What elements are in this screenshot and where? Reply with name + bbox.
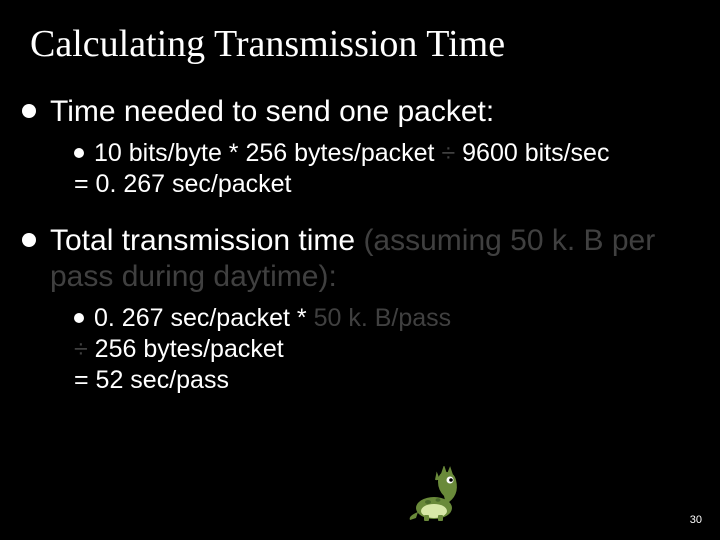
bullet-2-sub: 0. 267 sec/packet * 50 k. B/pass ÷ 256 b… <box>74 303 698 397</box>
bullet-dot-icon <box>22 104 36 118</box>
bullet-2: Total transmission time (assuming 50 k. … <box>22 223 698 295</box>
bullet-2-text: Total transmission time (assuming 50 k. … <box>50 223 698 295</box>
calc2-line1-pre: 0. 267 <box>94 304 164 332</box>
calc2-line1-mid: sec/packet * <box>164 304 314 332</box>
slide-content: Time needed to send one packet: 10 bits/… <box>0 76 720 396</box>
calc1-line1-pre: 10 <box>94 139 122 167</box>
bullet-2-text-pre: Total transmission time <box>50 224 363 257</box>
bullet-1-sub-text: 10 bits/byte * 256 bytes/packet ÷ 9600 b… <box>94 138 609 169</box>
calc2-line1-dim: 50 k. B/pass <box>314 304 452 332</box>
calc1-line1-post: 9600 bits/sec <box>455 139 609 167</box>
bullet-dot-icon <box>22 233 36 247</box>
calc1-line2: = 0. 267 sec/packet <box>74 169 698 200</box>
calc2-line3: = 52 sec/pass <box>74 365 698 396</box>
division-sign-icon: ÷ <box>74 335 88 363</box>
calc2-line2-post: 256 bytes/packet <box>88 335 284 363</box>
bullet-1: Time needed to send one packet: <box>22 94 698 130</box>
calc1-line1-mid: bits/byte * 256 bytes/packet <box>122 139 442 167</box>
bullet-1-sub: 10 bits/byte * 256 bytes/packet ÷ 9600 b… <box>74 138 698 201</box>
division-sign-icon: ÷ <box>441 139 455 167</box>
calc2-line2: ÷ 256 bytes/packet <box>74 334 698 365</box>
page-number: 30 <box>690 514 702 526</box>
sub-bullet-dot-icon <box>74 148 84 158</box>
bullet-1-text: Time needed to send one packet: <box>50 94 494 130</box>
slide-title: Calculating Transmission Time <box>0 0 720 76</box>
sub-bullet-dot-icon <box>74 313 84 323</box>
bullet-2-sub-text: 0. 267 sec/packet * 50 k. B/pass <box>94 303 451 334</box>
dinosaur-icon <box>406 466 466 522</box>
